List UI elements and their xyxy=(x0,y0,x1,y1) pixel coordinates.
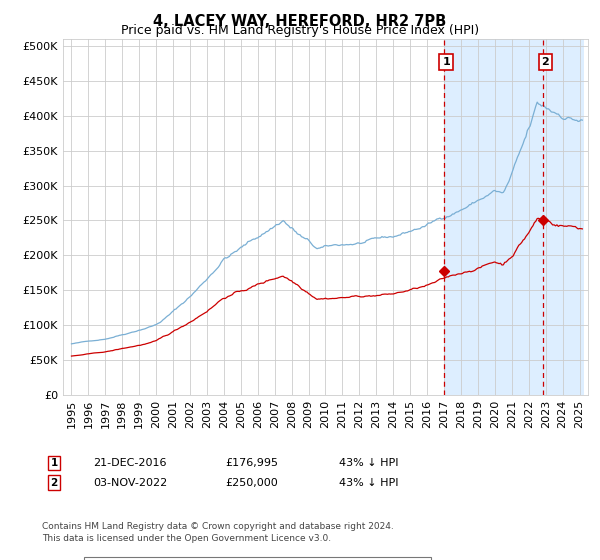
Text: 1: 1 xyxy=(50,458,58,468)
Text: Contains HM Land Registry data © Crown copyright and database right 2024.
This d: Contains HM Land Registry data © Crown c… xyxy=(42,522,394,543)
Text: 4, LACEY WAY, HEREFORD, HR2 7PB: 4, LACEY WAY, HEREFORD, HR2 7PB xyxy=(154,14,446,29)
Text: 43% ↓ HPI: 43% ↓ HPI xyxy=(339,478,398,488)
Text: 21-DEC-2016: 21-DEC-2016 xyxy=(93,458,167,468)
Text: 2: 2 xyxy=(542,57,550,67)
Legend: 4, LACEY WAY, HEREFORD, HR2 7PB (detached house), HPI: Average price, detached h: 4, LACEY WAY, HEREFORD, HR2 7PB (detache… xyxy=(85,557,431,560)
Text: 1: 1 xyxy=(442,57,450,67)
Text: Price paid vs. HM Land Registry's House Price Index (HPI): Price paid vs. HM Land Registry's House … xyxy=(121,24,479,36)
Text: £176,995: £176,995 xyxy=(225,458,278,468)
Text: 43% ↓ HPI: 43% ↓ HPI xyxy=(339,458,398,468)
Text: 03-NOV-2022: 03-NOV-2022 xyxy=(93,478,167,488)
Text: 2: 2 xyxy=(50,478,58,488)
Bar xyxy=(443,39,584,395)
Text: £250,000: £250,000 xyxy=(225,478,278,488)
